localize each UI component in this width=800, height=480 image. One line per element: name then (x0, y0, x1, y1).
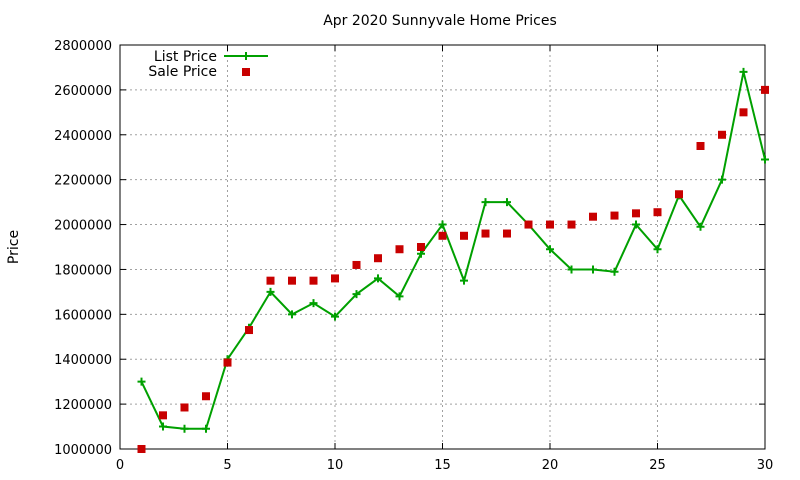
sale-price-point (481, 229, 490, 238)
x-tick-label: 0 (116, 458, 124, 473)
list-price-point (696, 222, 705, 231)
list-price-point (739, 67, 748, 76)
y-tick-label: 2200000 (54, 174, 112, 189)
y-tick-label: 1600000 (54, 308, 112, 323)
sale-price-point (288, 276, 296, 285)
list-price-point (417, 249, 425, 258)
list-price-point (460, 276, 468, 285)
sale-price-point (223, 358, 232, 367)
y-tick-label: 1000000 (54, 443, 112, 458)
series (137, 67, 769, 453)
y-axis-label: Price (6, 230, 22, 264)
y-tick-label: 2800000 (54, 39, 112, 54)
list-price-point (610, 267, 619, 276)
list-price-point (653, 245, 662, 254)
list-price-point (632, 220, 640, 229)
list-price-point (137, 377, 146, 386)
sale-price-point (675, 190, 683, 199)
y-tick-label: 2400000 (54, 129, 112, 144)
sale-price-point (180, 403, 189, 412)
sale-price-point (352, 260, 361, 269)
list-price-point (761, 155, 769, 164)
x-tick-label: 5 (223, 458, 231, 473)
legend-marker-sale-price (242, 68, 250, 76)
sale-price-point (567, 220, 576, 229)
sale-price-point (653, 208, 662, 217)
list-price-point (331, 312, 339, 321)
sale-price-point (159, 411, 167, 420)
list-price-point (309, 299, 318, 308)
sale-price-point (696, 142, 705, 150)
sale-price-point (266, 276, 275, 285)
list-price-point (546, 245, 554, 254)
sale-price-point (524, 220, 533, 229)
sale-price-point (718, 130, 726, 139)
sale-price-point (460, 231, 468, 240)
y-tick-label: 1400000 (54, 353, 112, 368)
grid (120, 45, 765, 449)
list-price-point (159, 422, 167, 431)
sale-price-point (202, 392, 210, 401)
sale-price-point (374, 254, 382, 263)
list-price-point (202, 424, 210, 433)
list-price-point (481, 198, 490, 207)
sale-price-point (610, 211, 619, 220)
x-tick-label: 20 (542, 458, 559, 473)
list-price-line (140, 71, 766, 430)
sale-price-point (245, 326, 253, 335)
sale-price-point (546, 220, 554, 229)
y-tick-label: 2600000 (54, 84, 112, 99)
sale-price-point (137, 445, 146, 453)
list-price-point (266, 287, 275, 296)
list-price-point (288, 310, 296, 319)
y-tick-label: 1200000 (54, 398, 112, 413)
list-price-point (374, 274, 382, 283)
sale-price-point (761, 85, 769, 94)
x-tick-label: 15 (434, 458, 451, 473)
sale-price-point (395, 245, 404, 254)
sale-price-point (503, 229, 511, 238)
list-price-point (395, 292, 404, 301)
sale-price-point (417, 243, 425, 251)
sale-price-point (739, 108, 748, 117)
sale-price-point (589, 212, 597, 221)
sale-price-point (309, 276, 318, 285)
legend-label-sale-price: Sale Price (148, 64, 217, 80)
list-price-point (718, 175, 726, 184)
list-price-point (352, 290, 361, 299)
list-price-point (503, 198, 511, 207)
legend-label-list-price: List Price (154, 49, 217, 65)
x-tick-label: 25 (649, 458, 666, 473)
y-tick-label: 2000000 (54, 219, 112, 234)
sale-price-point (331, 274, 339, 283)
sale-price-point (438, 231, 447, 240)
legend-marker-list-price (242, 52, 250, 60)
list-price-point (567, 265, 576, 274)
axis-ticks: 0 5 10 15 20 25 30 1000000 1200000 1400000 1600000… (54, 39, 773, 473)
list-price-point (180, 424, 189, 433)
chart-title: Apr 2020 Sunnyvale Home Prices (323, 13, 557, 29)
x-tick-label: 30 (757, 458, 774, 473)
list-price-point (589, 265, 597, 274)
y-tick-label: 1800000 (54, 263, 112, 278)
sale-price-point (632, 209, 640, 218)
x-tick-label: 10 (327, 458, 344, 473)
list-price-point (438, 220, 447, 229)
